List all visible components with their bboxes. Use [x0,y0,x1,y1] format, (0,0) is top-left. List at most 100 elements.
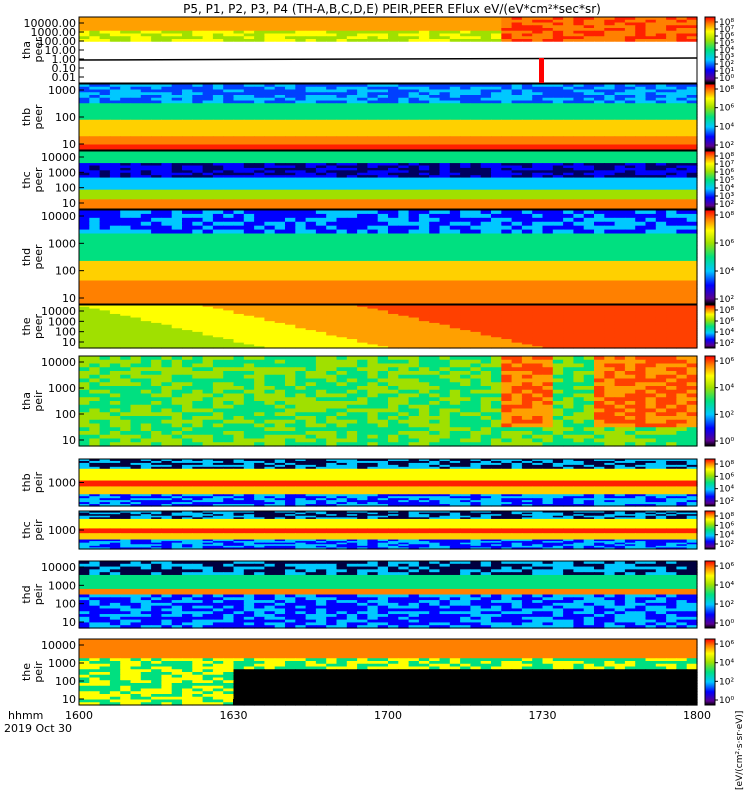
spectrogram-cell [212,66,224,70]
spectrogram-cell [604,61,616,65]
spectrogram-cell [274,106,286,110]
spectrogram-cell [429,133,441,137]
spectrogram-cell [398,17,410,21]
spectrogram-cell [666,55,677,59]
spectrogram-cell [89,117,101,121]
spectrogram-cell [655,147,667,151]
spectrogram-cell [480,245,492,250]
spectrogram-cell [655,47,667,51]
spectrogram-cell [470,106,482,110]
spectrogram-cell [202,74,214,79]
spectrogram-cell [182,225,193,231]
spectrogram-cell [480,95,492,99]
spectrogram-cell [624,114,636,118]
spectrogram-cell [645,229,657,235]
spectrogram-cell [501,25,513,29]
spectrogram-cell [686,77,698,81]
spectrogram-cell [243,28,255,32]
spectrogram-cell [521,44,533,48]
spectrogram-cell [521,95,533,99]
spectrogram-cell [666,36,677,40]
spectrogram-cell [295,61,307,65]
spectrogram-cell [501,144,513,148]
spectrogram-cell [305,86,317,91]
spectrogram-cell [89,80,101,84]
spectrogram-cell [151,141,162,146]
spectrogram-cell [552,217,564,223]
spectrogram-cell [418,225,430,231]
spectrogram-cell [336,106,348,110]
spectrogram-cell [346,213,358,219]
spectrogram-cell [192,111,204,115]
spectrogram-cell [171,77,183,81]
spectrogram-cell [398,33,410,37]
spectrogram-cell [285,245,296,250]
spectrogram-cell [264,221,276,227]
spectrogram-cell [532,111,544,115]
spectrogram-cell [552,17,564,21]
spectrogram-cell [511,25,523,29]
spectrogram-cell [491,22,502,26]
spectrogram-cell [449,147,461,151]
spectrogram-cell [408,147,420,151]
spectrogram-cell [604,28,616,32]
spectrogram-cell [563,84,574,88]
spectrogram-cell [377,233,389,239]
spectrogram-cell [305,144,317,148]
spectrogram-cell [388,133,399,137]
spectrogram-cell [223,136,235,140]
spectrogram-cell [439,74,451,79]
spectrogram-cell [326,108,338,113]
spectrogram-cell [315,117,327,121]
spectrogram-cell [521,66,533,70]
spectrogram-cell [552,47,564,51]
spectrogram-cell [439,47,451,51]
spectrogram-cell [295,95,307,99]
spectrogram-cell [583,92,595,96]
spectrogram-cell [233,86,245,91]
spectrogram-cell [326,210,338,215]
spectrogram-cell [336,28,348,32]
spectrogram-cell [501,50,513,54]
spectrogram-cell [202,245,214,250]
spectrogram-cell [254,130,265,135]
spectrogram-cell [408,122,420,126]
spectrogram-cell [315,229,327,235]
spectrogram-cell [521,114,533,118]
spectrogram-cell [666,125,677,129]
spectrogram-cell [285,147,296,151]
spectrogram-cell [254,69,265,73]
spectrogram-cell [470,55,482,59]
spectrogram-cell [604,55,616,59]
spectrogram-cell [305,111,317,115]
spectrogram-cell [583,33,595,37]
spectrogram-cell [460,217,471,223]
spectrogram-cell [336,95,348,99]
spectrogram-cell [552,103,564,107]
spectrogram-cell [624,58,636,62]
spectrogram-cell [460,128,471,132]
spectrogram-cell [99,141,111,146]
spectrogram-cell [171,103,183,107]
colorbar-tick-label: 10² [719,60,734,70]
spectrogram-cell [542,128,554,132]
spectrogram-cell [367,225,379,231]
spectrogram-cell [346,50,358,54]
spectrogram-cell [501,47,513,51]
spectrogram-cell [79,130,90,135]
spectrogram-cell [357,41,368,46]
spectrogram-cell [563,108,574,113]
spectrogram-cell [140,147,152,151]
spectrogram-cell [573,233,585,239]
spectrogram-cell [315,25,327,29]
spectrogram-cell [295,139,307,143]
spectrogram-cell [491,217,502,223]
spectrogram-cell [501,141,513,146]
spectrogram-cell [418,17,430,21]
spectrogram-cell [418,114,430,118]
spectrogram-cell [480,47,492,51]
spectrogram-cell [305,237,317,242]
spectrogram-cell [161,77,173,81]
spectrogram-cell [604,74,616,79]
spectrogram-cell [635,210,647,215]
